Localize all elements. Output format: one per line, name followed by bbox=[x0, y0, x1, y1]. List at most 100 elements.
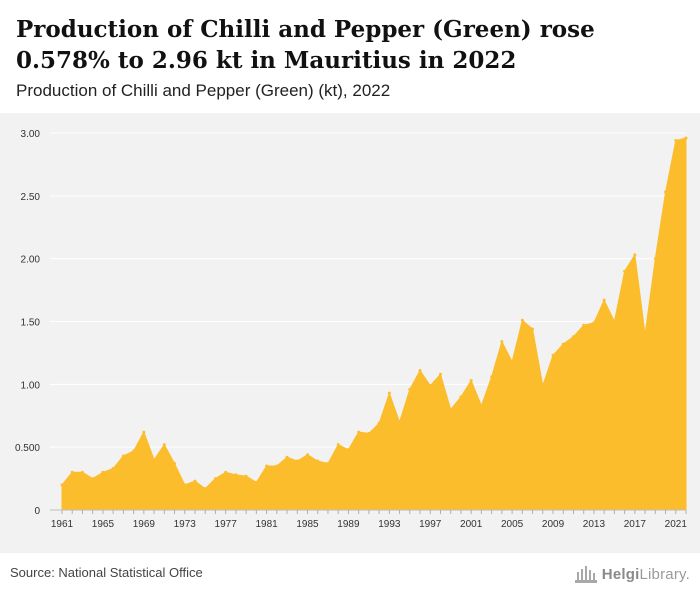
data-point bbox=[571, 335, 575, 339]
data-point bbox=[684, 136, 688, 140]
data-point bbox=[602, 298, 606, 302]
data-point bbox=[203, 487, 207, 491]
chart-title: Production of Chilli and Pepper (Green) … bbox=[16, 16, 595, 74]
data-point bbox=[162, 443, 166, 447]
brand-wordmark-rest: Library. bbox=[639, 565, 690, 583]
data-point bbox=[91, 477, 95, 481]
area-chart: 0 0.500 1.00 1.50 2.00 2.50 3.00 1961 1965 1969 19… bbox=[15, 129, 688, 530]
data-point bbox=[438, 372, 442, 376]
x-tick-label: 1973 bbox=[174, 519, 197, 530]
data-point bbox=[377, 421, 381, 425]
data-point bbox=[520, 318, 524, 322]
x-tick-label: 2009 bbox=[542, 519, 565, 530]
axes: 0 0.500 1.00 1.50 2.00 2.50 3.00 1961 1965 1969 19… bbox=[15, 129, 687, 530]
x-tick-label: 1993 bbox=[378, 519, 401, 530]
x-tick-label: 2001 bbox=[460, 519, 483, 530]
x-tick-label: 2013 bbox=[583, 519, 606, 530]
data-point bbox=[561, 342, 565, 346]
data-point bbox=[653, 257, 657, 261]
x-tick-label: 2005 bbox=[501, 519, 524, 530]
x-tick-label: 1985 bbox=[296, 519, 319, 530]
data-point bbox=[244, 474, 248, 478]
y-tick-label: 2.00 bbox=[21, 255, 41, 266]
brand-wordmark: HelgiLibrary. bbox=[602, 566, 690, 583]
data-point bbox=[173, 462, 177, 465]
y-tick-label: 3.00 bbox=[21, 129, 41, 140]
data-point bbox=[357, 430, 361, 434]
data-point bbox=[387, 391, 391, 395]
data-point bbox=[459, 395, 463, 399]
x-tick-label: 1965 bbox=[92, 519, 115, 530]
data-point bbox=[643, 332, 647, 336]
data-point bbox=[101, 470, 105, 474]
x-tick-label: 1989 bbox=[337, 519, 360, 530]
data-point bbox=[295, 459, 299, 463]
x-tick-label: 1961 bbox=[51, 519, 74, 530]
data-point bbox=[234, 473, 238, 477]
data-point bbox=[111, 467, 115, 471]
x-tick-label: 1981 bbox=[255, 519, 278, 530]
y-tick-label: 1.50 bbox=[21, 318, 41, 329]
data-point bbox=[346, 448, 350, 452]
data-point bbox=[183, 483, 187, 487]
data-point bbox=[510, 360, 514, 364]
data-point bbox=[275, 464, 279, 468]
x-tick-label: 2017 bbox=[624, 519, 647, 530]
data-point bbox=[152, 458, 156, 462]
data-point bbox=[490, 375, 494, 379]
data-point bbox=[408, 387, 412, 391]
y-tick-label: 1.00 bbox=[21, 380, 41, 391]
data-point bbox=[60, 483, 64, 487]
data-point bbox=[367, 431, 371, 435]
data-point bbox=[398, 420, 402, 424]
chart-subtitle: Production of Chilli and Pepper (Green) … bbox=[16, 81, 391, 100]
data-point bbox=[582, 323, 586, 327]
x-tick-label: 1969 bbox=[133, 519, 156, 530]
data-point bbox=[285, 455, 289, 459]
data-point bbox=[213, 477, 217, 481]
y-tick-label: 2.50 bbox=[21, 192, 41, 203]
library-building-icon bbox=[574, 566, 597, 583]
source-note: Source: National Statistical Office bbox=[10, 565, 203, 580]
data-point bbox=[449, 407, 453, 411]
data-point bbox=[265, 464, 269, 468]
area-series bbox=[61, 137, 687, 511]
data-point bbox=[612, 320, 616, 323]
data-point bbox=[541, 384, 545, 388]
x-tick-label: 2021 bbox=[665, 519, 688, 530]
data-point bbox=[531, 327, 535, 331]
data-point bbox=[418, 369, 422, 373]
data-point bbox=[664, 190, 668, 194]
data-point bbox=[70, 470, 74, 474]
x-tick-label: 1977 bbox=[215, 519, 238, 530]
data-point bbox=[633, 253, 637, 257]
data-point bbox=[592, 321, 596, 325]
data-point bbox=[623, 269, 627, 273]
data-point bbox=[316, 459, 320, 463]
brand-wordmark-bold: Helgi bbox=[601, 565, 640, 583]
data-point bbox=[336, 443, 340, 447]
data-point bbox=[121, 454, 125, 458]
data-point bbox=[224, 470, 228, 474]
data-point bbox=[674, 139, 678, 143]
y-tick-label: 0 bbox=[34, 506, 40, 517]
series-area bbox=[60, 136, 688, 511]
data-point bbox=[428, 384, 432, 388]
data-point bbox=[479, 404, 483, 408]
chart-footer: Source: National Statistical Office Helg… bbox=[0, 553, 700, 596]
data-point bbox=[193, 479, 197, 483]
data-point bbox=[132, 449, 136, 453]
data-point bbox=[306, 453, 310, 457]
data-point bbox=[326, 462, 330, 465]
data-point bbox=[551, 353, 555, 357]
data-point bbox=[142, 430, 146, 434]
x-tick-label: 1997 bbox=[419, 519, 442, 530]
data-point bbox=[500, 340, 504, 344]
data-point bbox=[254, 480, 258, 484]
brand-logo-link[interactable]: HelgiLibrary. bbox=[574, 562, 690, 586]
y-tick-label: 0.500 bbox=[15, 443, 40, 454]
plot-area: 0 0.500 1.00 1.50 2.00 2.50 3.00 1961 1965 1969 19… bbox=[0, 113, 700, 553]
chart-header: Production of Chilli and Pepper (Green) … bbox=[0, 0, 700, 113]
data-point bbox=[80, 470, 84, 474]
data-point bbox=[469, 379, 473, 383]
